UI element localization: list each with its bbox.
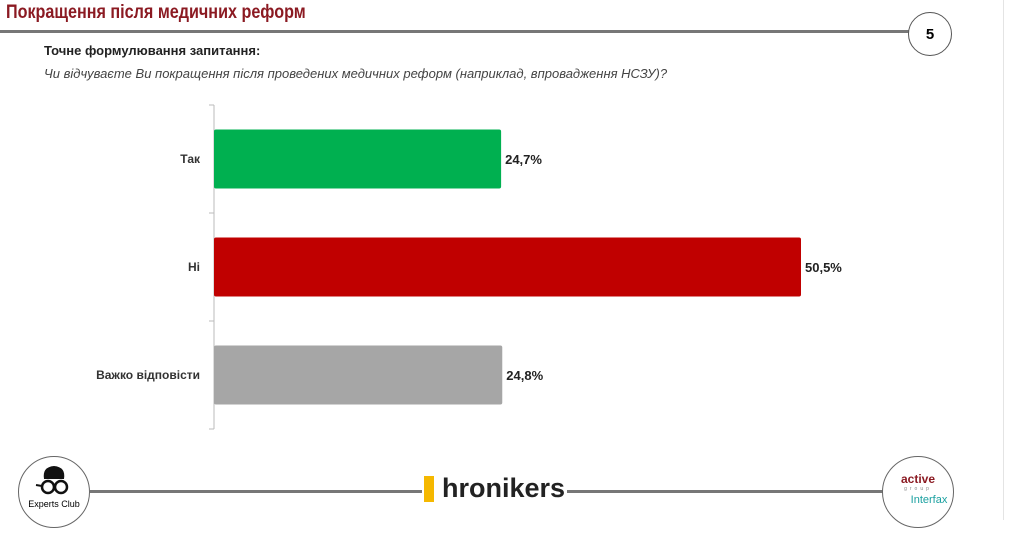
data-label: 50,5% bbox=[805, 260, 842, 275]
question-text: Чи відчуваєте Ви покращення після провед… bbox=[44, 66, 668, 81]
category-label: Важко відповісти bbox=[96, 368, 200, 382]
category-label: Так bbox=[180, 152, 201, 166]
hronikers-mark-icon bbox=[424, 475, 434, 502]
category-label: Ні bbox=[188, 260, 200, 274]
header-divider bbox=[0, 30, 910, 33]
data-label: 24,8% bbox=[506, 368, 543, 383]
experts-club-logo: Experts Club bbox=[18, 456, 90, 528]
bar bbox=[214, 129, 502, 189]
side-panel bbox=[1003, 0, 1024, 520]
page-number: 5 bbox=[908, 12, 952, 56]
bar bbox=[214, 345, 503, 405]
question-label: Точне формулювання запитання: bbox=[44, 43, 261, 58]
hronikers-logo: hronikers bbox=[422, 473, 568, 504]
data-label: 24,7% bbox=[505, 152, 542, 167]
active-group-interfax-logo: active group Interfax bbox=[882, 456, 954, 528]
page-title: Покращення після медичних реформ bbox=[6, 2, 306, 23]
bar bbox=[214, 237, 801, 297]
glasses-icon bbox=[35, 466, 69, 495]
